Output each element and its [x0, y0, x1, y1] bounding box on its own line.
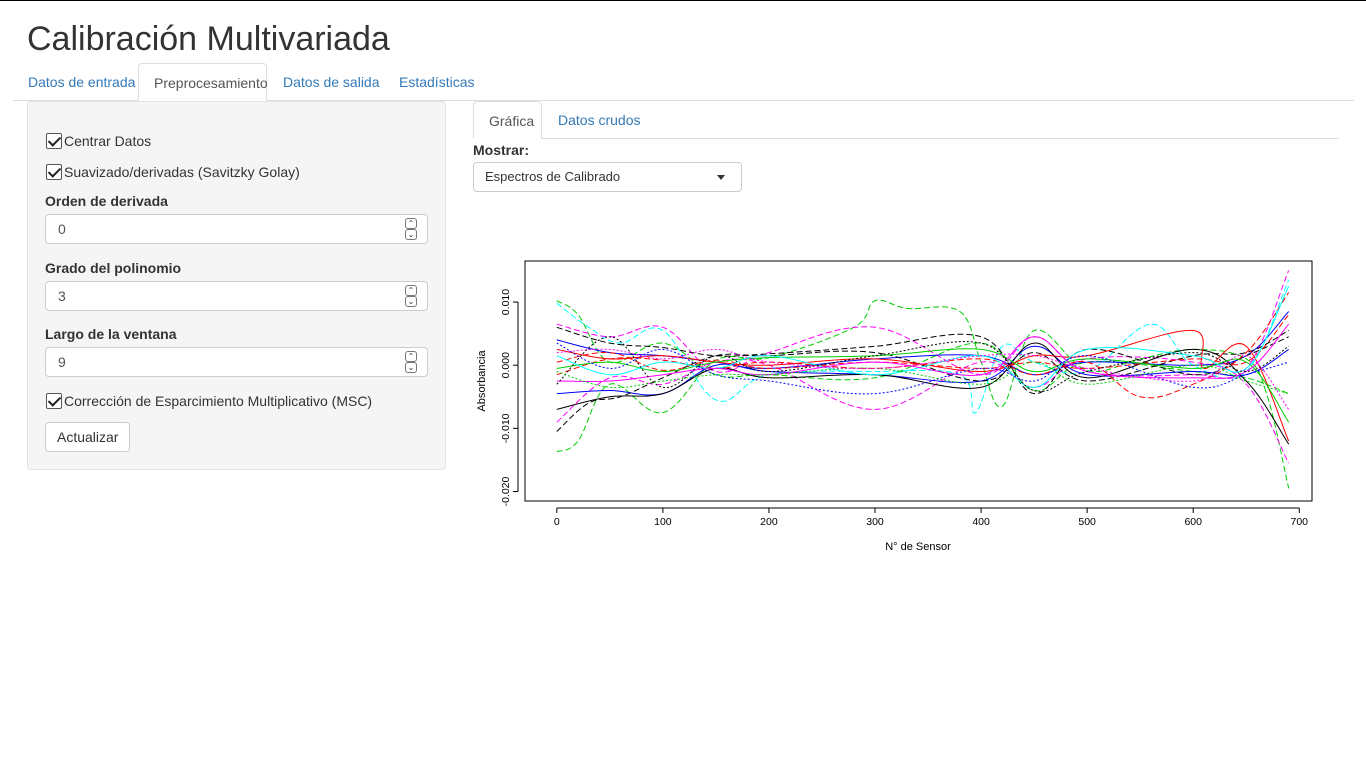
- savgol-label: Suavizado/derivadas (Savitzky Golay): [64, 164, 300, 180]
- y-tick-label: -0.010: [500, 413, 512, 443]
- spectrum-line-4: [556, 270, 1290, 380]
- chevron-down-icon[interactable]: ⌄: [405, 296, 417, 307]
- tab-datos-de-entrada[interactable]: Datos de entrada: [28, 74, 136, 90]
- x-tick-label: 300: [866, 516, 884, 528]
- y-axis-label: Absorbancia: [476, 350, 488, 412]
- update-button[interactable]: Actualizar: [45, 422, 131, 452]
- spectrum-line-18: [556, 336, 1289, 392]
- chevron-up-icon[interactable]: ⌃: [405, 218, 417, 229]
- chevron-up-icon[interactable]: ⌃: [405, 351, 417, 362]
- main-tab-bar: Datos de entrada Preprocesamiento Datos …: [13, 63, 1354, 101]
- center-data-label: Centrar Datos: [64, 133, 152, 149]
- msc-checkbox[interactable]: [46, 393, 62, 409]
- x-tick-label: 400: [972, 516, 990, 528]
- show-select-label: Mostrar:: [473, 142, 530, 158]
- spectrum-line-8: [556, 342, 1290, 445]
- poly-degree-input[interactable]: 3 ⌃ ⌄: [45, 281, 428, 311]
- preprocessing-sidebar-panel: Centrar Datos Suavizado/derivadas (Savit…: [27, 101, 446, 470]
- y-tick-label: 0.000: [500, 352, 512, 378]
- chevron-down-icon[interactable]: ⌄: [405, 362, 417, 373]
- x-axis-label: N° de Sensor: [885, 541, 951, 553]
- plot-frame: [524, 260, 1313, 502]
- window-top-border: [0, 0, 1366, 1]
- spectrum-line-17: [556, 342, 1289, 395]
- center-data-option[interactable]: Centrar Datos: [46, 132, 151, 150]
- poly-degree-value: 3: [58, 288, 66, 304]
- chart-axes: 0 100 200 300 400 500 600 700 -0.020 -0.010 0.000 0…: [500, 289, 1308, 528]
- msc-label: Corrección de Esparcimiento Multiplicati…: [64, 393, 373, 409]
- spectrum-line-16: [556, 323, 1290, 382]
- spectra-chart: 0 100 200 300 400 500 600 700 -0.020 -0.010 0.000 0…: [476, 260, 1313, 553]
- msc-option[interactable]: Corrección de Esparcimiento Multiplicati…: [46, 392, 372, 410]
- deriv-order-input[interactable]: 0 ⌃ ⌄: [45, 214, 428, 244]
- show-select[interactable]: Espectros de Calibrado: [473, 162, 742, 192]
- tab-preprocesamiento[interactable]: Preprocesamiento: [138, 63, 268, 101]
- spectrum-line-1: [556, 299, 1290, 489]
- window-length-input[interactable]: 9 ⌃ ⌄: [45, 347, 428, 377]
- y-tick-label: 0.010: [500, 289, 512, 315]
- tab-grafica[interactable]: Gráfica: [473, 101, 542, 139]
- page-title: Calibración Multivariada: [27, 20, 390, 58]
- x-tick-label: 200: [760, 516, 778, 528]
- chart-series-layer: [556, 270, 1290, 489]
- deriv-order-value: 0: [58, 221, 66, 237]
- tab-estadisticas[interactable]: Estadísticas: [399, 74, 475, 90]
- spectrum-line-9: [556, 330, 1289, 432]
- poly-degree-label: Grado del polinomio: [45, 260, 182, 276]
- spectrum-line-19: [556, 361, 1289, 395]
- window-length-spinner[interactable]: ⌃ ⌄: [405, 351, 417, 373]
- x-tick-label: 500: [1078, 516, 1096, 528]
- spectrum-line-20: [556, 348, 1290, 410]
- x-tick-label: 700: [1291, 516, 1309, 528]
- output-tab-bar: Gráfica Datos crudos: [473, 101, 1339, 139]
- y-tick-label: -0.020: [500, 476, 512, 506]
- spectrum-line-12: [556, 292, 1290, 399]
- spectrum-line-14: [556, 348, 1290, 423]
- spectrum-line-15: [556, 286, 1290, 388]
- spectrum-line-11: [556, 329, 1290, 442]
- show-select-value: Espectros de Calibrado: [485, 169, 621, 184]
- window-length-label: Largo de la ventana: [45, 326, 177, 342]
- x-tick-label: 100: [654, 516, 672, 528]
- savgol-option[interactable]: Suavizado/derivadas (Savitzky Golay): [46, 163, 300, 181]
- deriv-order-spinner[interactable]: ⌃ ⌄: [405, 218, 417, 240]
- poly-degree-spinner[interactable]: ⌃ ⌄: [405, 285, 417, 307]
- tab-datos-crudos[interactable]: Datos crudos: [558, 112, 641, 128]
- spectrum-line-3: [556, 279, 1290, 414]
- x-tick-label: 0: [554, 516, 560, 528]
- tab-datos-de-salida[interactable]: Datos de salida: [283, 74, 380, 90]
- chevron-down-icon[interactable]: ⌄: [405, 229, 417, 240]
- spectrum-line-10: [556, 326, 1289, 395]
- caret-down-icon: [717, 175, 725, 180]
- spectrum-line-13: [556, 314, 1290, 371]
- savgol-checkbox[interactable]: [46, 164, 62, 180]
- center-data-checkbox[interactable]: [46, 133, 62, 149]
- window-length-value: 9: [58, 354, 66, 370]
- chevron-up-icon[interactable]: ⌃: [405, 285, 417, 296]
- deriv-order-label: Orden de derivada: [45, 193, 168, 209]
- x-tick-label: 600: [1184, 516, 1202, 528]
